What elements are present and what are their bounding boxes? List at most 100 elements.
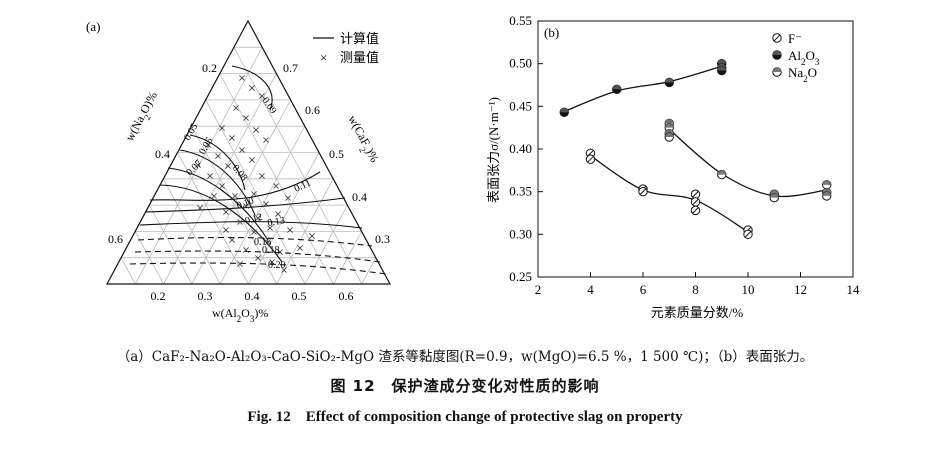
- surface-tension-chart: (b) 2 4 6 8 10 12 14 0.25 0.30 0.35 0.40 0.45 0.50 0.…: [486, 13, 860, 320]
- tick-bottom: 0.2: [151, 289, 166, 303]
- fit-curve-0: [590, 155, 749, 233]
- cross-marker: [253, 127, 259, 133]
- grid-line: [163, 73, 277, 285]
- cross-marker: [255, 255, 261, 261]
- contour-label-006: 0.06: [197, 136, 215, 157]
- cross-marker: [249, 85, 255, 91]
- x-tick-label: 8: [692, 282, 699, 297]
- chart-axes: 2 4 6 8 10 12 14 0.25 0.30 0.35 0.40 0.45 0.50 0.55: [509, 13, 860, 297]
- cross-marker: [223, 209, 229, 215]
- point-series-0: [585, 154, 596, 164]
- legend-marker-fluoride: [772, 33, 782, 43]
- contour-label-009: 0.09: [260, 95, 279, 116]
- legend-marker-icon: [772, 33, 782, 43]
- cross-icon: ×: [320, 50, 327, 65]
- cross-marker: [309, 233, 315, 239]
- legend-marker-na2o: [772, 67, 782, 77]
- cross-marker: [205, 142, 211, 148]
- grid-line: [304, 204, 348, 285]
- data-points: [559, 58, 832, 240]
- figure-caption-chinese: 图 12 保护渣成分变化对性质的影响: [330, 377, 600, 395]
- grid-line: [233, 47, 363, 285]
- ternary-diagram: (a) 0.09 0.05 0.06 0.07 0.08 0.10 0.11 0…: [86, 19, 392, 324]
- point-series-2: [822, 180, 832, 190]
- cross-marker: [269, 259, 275, 265]
- figure-subcaption: （a）CaF₂-Na₂O-Al₂O₃-CaO-SiO₂-MgO 渣系等黏度图(R…: [116, 349, 814, 365]
- point-series-1: [664, 77, 674, 88]
- point-series-0: [690, 197, 701, 207]
- x-tick-label: 6: [640, 282, 647, 297]
- legend-na2o: Na2O: [788, 65, 817, 84]
- legend-fluoride: F⁻: [788, 31, 802, 46]
- point-series-2: [717, 169, 727, 180]
- grid-line: [120, 257, 136, 285]
- axis-left-title: w(Na2O)%: [122, 89, 163, 145]
- grid-line: [219, 73, 334, 285]
- cross-marker: [211, 193, 217, 199]
- figure: (a) 0.09 0.05 0.06 0.07 0.08 0.10 0.11 0…: [86, 13, 860, 324]
- tick-bottom: 0.6: [339, 289, 354, 303]
- figure-caption-english: Fig. 12 Effect of composition change of …: [247, 409, 683, 425]
- y-tick-label: 0.35: [509, 184, 532, 199]
- y-tick-label: 0.50: [509, 56, 532, 71]
- grid-line: [177, 152, 249, 285]
- cross-marker: [229, 135, 235, 141]
- contour-label-013: 0.13: [267, 215, 286, 229]
- y-tick-label: 0.25: [509, 269, 532, 284]
- y-tick-label: 0.30: [509, 226, 532, 241]
- panel-b-label: (b): [544, 25, 559, 40]
- y-tick-label: 0.45: [509, 98, 532, 113]
- legend-al2o3: Al2O3: [788, 48, 820, 67]
- cross-marker: [297, 245, 303, 251]
- cross-marker: [251, 229, 257, 235]
- cross-marker: [207, 173, 213, 179]
- tick-bottom: 0.4: [245, 289, 260, 303]
- point-series-2: [664, 132, 674, 142]
- ternary-tick-labels: 0.2 0.3 0.4 0.5 0.6 0.2 0.4 0.6 0.7 0.6 0.5 0.4 0.3: [108, 61, 390, 303]
- axis-right-title: w(CaF2)%: [342, 113, 382, 167]
- grid-line: [148, 204, 193, 285]
- cross-marker: [267, 225, 273, 231]
- fit-curve-1: [564, 65, 722, 113]
- cross-marker: [229, 237, 235, 243]
- fit-curve-2: [668, 128, 827, 198]
- tick-left: 0.6: [108, 232, 123, 246]
- grid-line: [248, 152, 320, 285]
- legend-marker-al2o3: [772, 50, 782, 60]
- cross-marker: [263, 137, 269, 143]
- x-axis-label: 元素质量分数/%: [651, 305, 744, 320]
- cross-marker: [243, 203, 249, 209]
- point-series-2: [822, 191, 832, 201]
- x-tick-label: 4: [587, 282, 594, 297]
- legend-calculated: 计算值: [340, 31, 379, 46]
- cross-marker: [197, 205, 203, 211]
- cross-marker: [243, 247, 249, 253]
- contour-label-005: 0.05: [182, 122, 200, 143]
- cross-marker: [277, 249, 283, 255]
- x-tick-label: 10: [742, 282, 755, 297]
- y-tick-label: 0.55: [509, 13, 532, 28]
- point-series-1: [612, 84, 622, 94]
- y-axis-label: 表面张力σ/(N·m⁻¹): [486, 97, 501, 203]
- cross-marker: [287, 227, 293, 233]
- tick-right: 0.7: [283, 61, 298, 75]
- contour-label-018: 0.18: [262, 245, 280, 256]
- tick-right: 0.5: [329, 147, 344, 161]
- point-series-0: [743, 229, 753, 240]
- grid-line: [205, 99, 306, 285]
- contour-labels: 0.09 0.05 0.06 0.07 0.08 0.10 0.11 0.12 …: [182, 95, 313, 271]
- x-tick-label: 2: [535, 282, 542, 297]
- cross-marker: [243, 115, 249, 121]
- point-series-0: [690, 205, 701, 216]
- contour-label-012: 0.12: [244, 212, 264, 227]
- tick-right: 0.4: [352, 190, 367, 204]
- panel-a-label: (a): [86, 19, 100, 34]
- point-series-2: [769, 192, 779, 203]
- measured-points: [195, 75, 315, 273]
- cross-marker: [237, 219, 243, 225]
- point-series-1: [559, 107, 569, 118]
- panel-a-legend: 计算值 × 测量值: [313, 31, 379, 65]
- cross-marker: [259, 173, 265, 179]
- cross-marker: [281, 267, 287, 273]
- point-series-0: [690, 189, 701, 199]
